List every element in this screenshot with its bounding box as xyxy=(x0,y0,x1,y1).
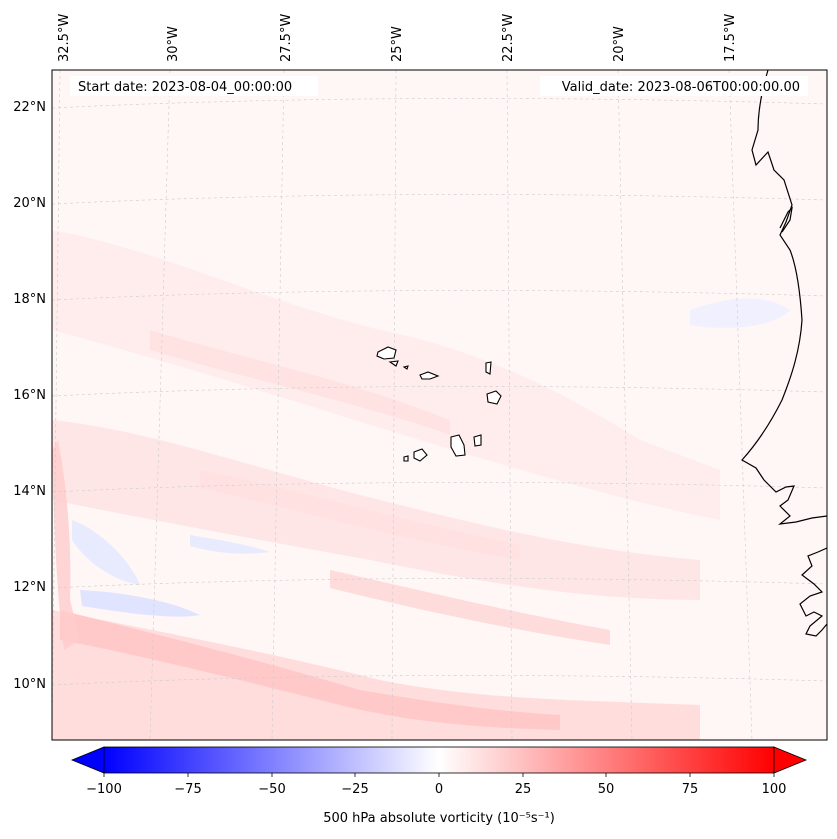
colorbar-tick-label: −50 xyxy=(258,782,285,797)
vorticity-stripe-3 xyxy=(330,570,610,645)
vorticity-band-south xyxy=(52,610,700,740)
colorbar-tick-label: −100 xyxy=(86,782,122,797)
lon-gridline-27-5 xyxy=(271,70,285,740)
lat-gridline-22 xyxy=(52,98,827,109)
lat-gridline-14 xyxy=(52,482,827,493)
lat-label-16n: 16°N xyxy=(13,388,46,403)
island-santa-luzia xyxy=(402,365,409,370)
vorticity-stripe-2 xyxy=(200,470,520,560)
coast-inlet xyxy=(779,206,793,233)
lon-gridline-25 xyxy=(391,70,397,740)
island-sao-vicente xyxy=(388,360,399,367)
lon-gridline-17-5 xyxy=(728,70,753,740)
lon-label-17-5w: 17.5°W xyxy=(723,14,738,62)
map-frame-border xyxy=(51,69,828,741)
colorbar-gradient xyxy=(103,746,775,774)
lon-label-27-5w: 27.5°W xyxy=(279,14,294,62)
vorticity-stripe-1 xyxy=(150,330,450,435)
colorbar-title: 500 hPa absolute vorticity (10⁻⁵s⁻¹) xyxy=(323,811,555,826)
colorbar-extend-right xyxy=(773,746,808,774)
island-sal xyxy=(485,361,492,375)
negative-patch-southwest xyxy=(80,590,200,617)
lat-label-18n: 18°N xyxy=(13,292,46,307)
lon-label-22-5w: 22.5°W xyxy=(501,14,516,62)
island-brava xyxy=(403,455,409,462)
vorticity-strong-south xyxy=(60,610,560,730)
vorticity-band-central xyxy=(52,420,700,600)
colorbar-extend-left xyxy=(70,746,105,774)
valid-date-label: Valid_date: 2023-08-06T00:00:00.00 xyxy=(562,80,800,95)
colorbar-tick-label: 0 xyxy=(435,782,443,797)
island-santo-antao xyxy=(376,346,397,360)
lat-label-12n: 12°N xyxy=(13,580,46,595)
latitude-labels: 22°N 20°N 18°N 16°N 14°N 12°N 10°N xyxy=(13,100,46,692)
lon-gridline-20 xyxy=(617,70,633,740)
negative-patch-west xyxy=(72,520,140,585)
lon-label-20w: 20°W xyxy=(612,26,627,62)
start-date-label: Start date: 2023-08-04_00:00:00 xyxy=(78,80,292,95)
vorticity-west-edge xyxy=(52,440,80,650)
island-sao-nicolau xyxy=(419,371,440,380)
start-date-background xyxy=(70,76,318,96)
vorticity-band-north xyxy=(52,230,720,520)
lat-gridline-12 xyxy=(52,578,827,589)
colorbar-tick-label: 50 xyxy=(598,782,615,797)
colorbar-tick-label: −75 xyxy=(174,782,201,797)
cape-verde-islands xyxy=(376,346,502,462)
colorbar-tick-label: 25 xyxy=(515,782,532,797)
africa-coastline-south xyxy=(799,547,827,637)
coastlines xyxy=(741,70,827,637)
lon-gridline-32-5 xyxy=(52,70,61,740)
lon-label-30w: 30°W xyxy=(166,26,181,62)
lat-gridline-16 xyxy=(52,386,827,397)
island-maio xyxy=(473,434,482,447)
africa-coastline xyxy=(741,70,827,525)
lat-label-20n: 20°N xyxy=(13,196,46,211)
lat-gridline-20 xyxy=(52,194,827,205)
lon-label-25w: 25°W xyxy=(390,26,405,62)
negative-patch-central xyxy=(190,535,270,554)
map-panel: Start date: 2023-08-04_00:00:00 Valid_da… xyxy=(51,69,828,741)
colorbar-tick-label: 100 xyxy=(762,782,787,797)
colorbar: −100 −75 −50 −25 0 25 50 75 100 500 hPa … xyxy=(70,746,808,826)
valid-date-background xyxy=(540,76,808,96)
lat-label-14n: 14°N xyxy=(13,484,46,499)
island-fogo xyxy=(413,448,428,462)
vorticity-field xyxy=(52,70,827,740)
island-boa-vista xyxy=(486,390,502,405)
lat-label-22n: 22°N xyxy=(13,100,46,115)
graticule xyxy=(52,70,827,740)
colorbar-tick-labels: −100 −75 −50 −25 0 25 50 75 100 xyxy=(86,782,786,797)
colorbar-tick-label: 75 xyxy=(682,782,699,797)
lon-gridline-22-5 xyxy=(506,70,513,740)
lat-gridline-18 xyxy=(52,290,827,301)
longitude-labels: 32.5°W 30°W 27.5°W 25°W 22.5°W 20°W 17.5… xyxy=(57,14,738,62)
lat-gridline-10 xyxy=(52,675,827,686)
lat-label-10n: 10°N xyxy=(13,677,46,692)
lon-label-32-5w: 32.5°W xyxy=(57,14,72,62)
negative-patch-east xyxy=(690,298,790,328)
lon-gridline-30 xyxy=(149,70,171,740)
colorbar-tick-label: −25 xyxy=(341,782,368,797)
island-santiago xyxy=(450,434,466,457)
colorbar-ticks xyxy=(103,773,775,777)
